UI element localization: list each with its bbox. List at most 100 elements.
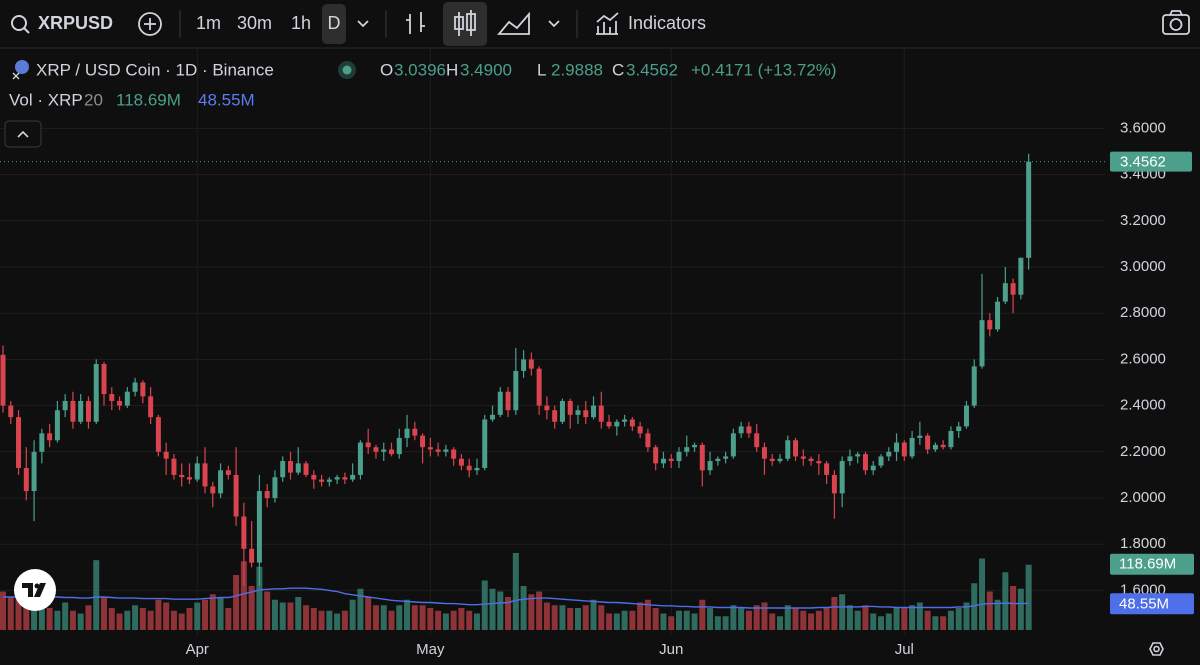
- volume-bar: [217, 597, 224, 630]
- candle-body: [194, 463, 200, 480]
- interval[interactable]: D: [328, 13, 341, 33]
- volume-bar: [380, 605, 387, 630]
- candle-body: [793, 440, 799, 457]
- volume-bar: [551, 605, 558, 630]
- candle-body: [894, 442, 900, 452]
- candle-body: [567, 400, 573, 415]
- candle-body: [754, 433, 760, 448]
- symbol[interactable]: XRPUSD: [38, 13, 113, 33]
- volume-bar: [598, 605, 605, 630]
- volume-bar: [536, 591, 543, 630]
- candle-body: [559, 400, 565, 422]
- volume-bar: [1002, 572, 1009, 630]
- volume-bar: [808, 613, 815, 630]
- candle-body: [8, 405, 14, 418]
- candle-body: [435, 449, 441, 452]
- volume-ma-line: [3, 587, 1029, 609]
- toolbar-bg: [0, 0, 1200, 48]
- candle-body: [334, 477, 340, 480]
- candle-body: [62, 400, 68, 411]
- volume-bar: [777, 616, 783, 630]
- toolbar: XRPUSD 1m 30m 1h D Indicators: [0, 0, 1200, 49]
- interval[interactable]: 1h: [291, 13, 311, 33]
- candle-body: [552, 410, 558, 422]
- candle-body: [730, 433, 736, 457]
- candle-body: [715, 458, 721, 462]
- volume-bar: [170, 610, 177, 630]
- interval[interactable]: 30m: [237, 13, 272, 33]
- candle-body: [746, 426, 752, 434]
- candle-body: [458, 458, 464, 466]
- volume-bar: [419, 605, 426, 630]
- volume-bar: [613, 613, 620, 630]
- volume-bar: [606, 613, 613, 630]
- candle-body: [163, 451, 169, 459]
- candle-body: [606, 421, 612, 427]
- candle-body: [256, 491, 262, 563]
- volume-bar: [497, 591, 504, 630]
- candle-body: [622, 419, 628, 422]
- volume-bar: [590, 599, 597, 630]
- tradingview-logo[interactable]: [14, 569, 56, 611]
- area-style-button[interactable]: [497, 11, 530, 35]
- volume-bar: [846, 605, 853, 630]
- volume-bar: [955, 608, 962, 630]
- y-tick-label: 3.2000: [1120, 212, 1166, 229]
- volume-bar: [745, 610, 752, 630]
- candle-body: [692, 444, 698, 448]
- compare-button[interactable]: [138, 12, 162, 36]
- indicators-icon: [596, 12, 619, 35]
- bars-style-button[interactable]: [406, 12, 425, 34]
- candle-body: [132, 382, 138, 392]
- candle-body: [963, 405, 969, 427]
- candle-body: [878, 456, 884, 466]
- search-button[interactable]: XRPUSD: [11, 13, 113, 34]
- volume-bar: [800, 610, 807, 630]
- volume-bar: [147, 610, 154, 630]
- change-value: +0.4171 (+13.72%): [691, 60, 837, 79]
- candle-body: [303, 463, 309, 475]
- candle-body: [420, 435, 426, 448]
- volume-bar: [971, 583, 978, 630]
- collapse-legend-button[interactable]: [4, 120, 42, 148]
- candle-body: [676, 451, 682, 462]
- ohlc-letter: C: [612, 60, 624, 79]
- volume-bar: [124, 610, 131, 630]
- candles-active-bg[interactable]: [443, 2, 487, 46]
- candle-body: [101, 364, 107, 395]
- volume-bar: [567, 608, 574, 630]
- volume-bar: [427, 608, 434, 630]
- market-status-dot: [342, 65, 352, 75]
- interval-dropdown[interactable]: [357, 20, 369, 28]
- settings-icon: [1149, 642, 1164, 656]
- interval[interactable]: 1m: [196, 13, 221, 33]
- volume-bar: [458, 608, 465, 630]
- candle-body: [886, 451, 892, 457]
- indicators-button[interactable]: Indicators: [596, 12, 706, 35]
- volume-bar: [909, 605, 916, 630]
- candle-body: [396, 437, 402, 455]
- candle-body: [381, 449, 387, 452]
- volume-bar: [435, 610, 442, 630]
- volume-bar: [660, 613, 667, 630]
- volume-bar: [862, 605, 869, 630]
- candle-body: [699, 444, 705, 471]
- candle-body: [280, 461, 286, 478]
- volume-bar: [940, 616, 947, 630]
- candle-body: [614, 421, 620, 427]
- snapshot-button[interactable]: [1162, 10, 1190, 35]
- volume-bar: [388, 610, 395, 630]
- candle-body: [544, 405, 550, 411]
- volume-value: 118.69M: [116, 90, 181, 109]
- ohlc-value: 3.4562: [626, 60, 678, 79]
- logo-mark: [34, 583, 40, 589]
- y-tick-label: 3.6000: [1120, 119, 1166, 136]
- candle-body: [39, 433, 45, 452]
- candle-body: [723, 456, 729, 459]
- style-dropdown[interactable]: [548, 20, 560, 28]
- settings-button[interactable]: [1149, 642, 1164, 656]
- candle-body: [917, 435, 923, 438]
- indicators-label[interactable]: Indicators: [628, 13, 706, 33]
- candle-body: [482, 419, 488, 468]
- volume-bar: [574, 608, 581, 630]
